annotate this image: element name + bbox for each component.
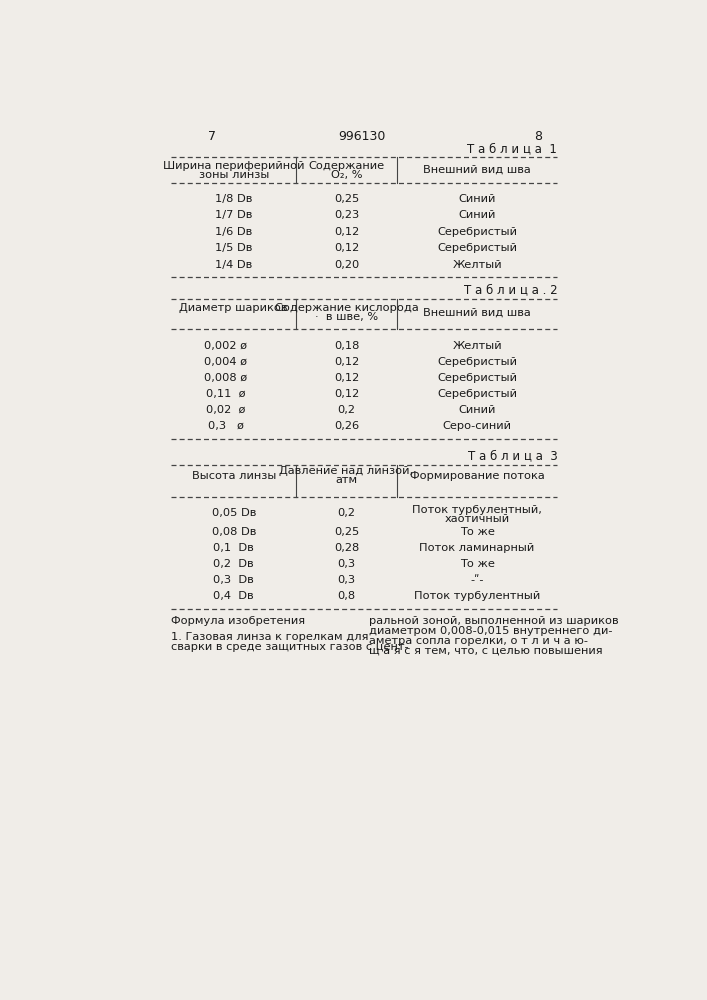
Text: 1/8 Dв: 1/8 Dв <box>215 194 252 204</box>
Text: 0,20: 0,20 <box>334 260 359 270</box>
Text: 1/4 Dв: 1/4 Dв <box>215 260 252 270</box>
Text: Поток турбулентный,: Поток турбулентный, <box>412 505 542 515</box>
Text: 7: 7 <box>209 130 216 143</box>
Text: Диаметр шариков: Диаметр шариков <box>180 303 288 313</box>
Text: То же: То же <box>460 559 494 569</box>
Text: сварки в среде защитных газов с цент-: сварки в среде защитных газов с цент- <box>171 642 409 652</box>
Text: Желтый: Желтый <box>452 260 502 270</box>
Text: аметра сопла горелки, о т л и ч а ю-: аметра сопла горелки, о т л и ч а ю- <box>369 636 588 646</box>
Text: диаметром 0,008-0,015 внутреннего ди-: диаметром 0,008-0,015 внутреннего ди- <box>369 626 612 636</box>
Text: 0,004 ø: 0,004 ø <box>204 357 247 367</box>
Text: 0,05 Dв: 0,05 Dв <box>211 508 256 518</box>
Text: ·  в шве, %: · в шве, % <box>315 312 378 322</box>
Text: 0,3   ø: 0,3 ø <box>208 421 244 431</box>
Text: 0,1  Dв: 0,1 Dв <box>214 543 254 553</box>
Text: 0,008 ø: 0,008 ø <box>204 373 247 383</box>
Text: 0,18: 0,18 <box>334 341 359 351</box>
Text: 0,2: 0,2 <box>337 405 356 415</box>
Text: 0,12: 0,12 <box>334 243 359 253</box>
Text: 1/7 Dв: 1/7 Dв <box>215 210 252 220</box>
Text: 0,8: 0,8 <box>337 591 356 601</box>
Text: Содержание: Содержание <box>308 161 385 171</box>
Text: 0,4  Dв: 0,4 Dв <box>214 591 254 601</box>
Text: 0,12: 0,12 <box>334 227 359 237</box>
Text: Поток ламинарный: Поток ламинарный <box>419 543 534 553</box>
Text: Серебристый: Серебристый <box>437 227 517 237</box>
Text: 8: 8 <box>534 130 542 143</box>
Text: зоны линзы: зоны линзы <box>199 170 269 180</box>
Text: 0,25: 0,25 <box>334 527 359 537</box>
Text: Серебристый: Серебристый <box>437 373 517 383</box>
Text: Серо-синий: Серо-синий <box>443 421 512 431</box>
Text: 0,3: 0,3 <box>337 559 356 569</box>
Text: Формирование потока: Формирование потока <box>409 471 544 481</box>
Text: 0,02  ø: 0,02 ø <box>206 405 246 415</box>
Text: Давление над линзой,: Давление над линзой, <box>279 466 414 476</box>
Text: O₂, %: O₂, % <box>331 170 362 180</box>
Text: 1/6 Dв: 1/6 Dв <box>215 227 252 237</box>
Text: 0,11  ø: 0,11 ø <box>206 389 246 399</box>
Text: Синий: Синий <box>458 405 496 415</box>
Text: Содержание кислорода: Содержание кислорода <box>274 303 419 313</box>
Text: Формула изобретения: Формула изобретения <box>171 615 305 626</box>
Text: атм: атм <box>335 475 358 485</box>
Text: 0,2: 0,2 <box>337 508 356 518</box>
Text: Внешний вид шва: Внешний вид шва <box>423 308 531 318</box>
Text: 0,28: 0,28 <box>334 543 359 553</box>
Text: щ а я с я тем, что, с целью повышения: щ а я с я тем, что, с целью повышения <box>369 646 602 656</box>
Text: Внешний вид шва: Внешний вид шва <box>423 165 531 175</box>
Text: 0,3: 0,3 <box>337 575 356 585</box>
Text: Высота линзы: Высота линзы <box>192 471 276 481</box>
Text: Синий: Синий <box>458 210 496 220</box>
Text: Синий: Синий <box>458 194 496 204</box>
Text: 0,3  Dв: 0,3 Dв <box>214 575 254 585</box>
Text: ральной зоной, выполненной из шариков: ральной зоной, выполненной из шариков <box>369 615 619 626</box>
Text: 0,23: 0,23 <box>334 210 359 220</box>
Text: 0,002 ø: 0,002 ø <box>204 341 247 351</box>
Text: То же: То же <box>460 527 494 537</box>
Text: 0,12: 0,12 <box>334 373 359 383</box>
Text: хаотичный: хаотичный <box>445 514 510 524</box>
Text: 0,08 Dв: 0,08 Dв <box>211 527 256 537</box>
Text: Серебристый: Серебристый <box>437 389 517 399</box>
Text: 0,12: 0,12 <box>334 357 359 367</box>
Text: Т а б л и ц а  1: Т а б л и ц а 1 <box>467 143 557 156</box>
Text: 996130: 996130 <box>338 130 385 143</box>
Text: 0,26: 0,26 <box>334 421 359 431</box>
Text: 0,25: 0,25 <box>334 194 359 204</box>
Text: 0,12: 0,12 <box>334 389 359 399</box>
Text: Серебристый: Серебристый <box>437 243 517 253</box>
Text: Поток турбулентный: Поток турбулентный <box>414 591 540 601</box>
Text: 1. Газовая линза к горелкам для: 1. Газовая линза к горелкам для <box>171 632 369 642</box>
Text: 1/5 Dв: 1/5 Dв <box>215 243 252 253</box>
Text: 0,2  Dв: 0,2 Dв <box>214 559 254 569</box>
Text: Ширина периферийной: Ширина периферийной <box>163 161 305 171</box>
Text: Желтый: Желтый <box>452 341 502 351</box>
Text: -ʺ-: -ʺ- <box>470 575 484 585</box>
Text: Т а б л и ц а . 2: Т а б л и ц а . 2 <box>464 283 557 296</box>
Text: Т а б л и ц а  3: Т а б л и ц а 3 <box>467 449 557 462</box>
Text: Серебристый: Серебристый <box>437 357 517 367</box>
